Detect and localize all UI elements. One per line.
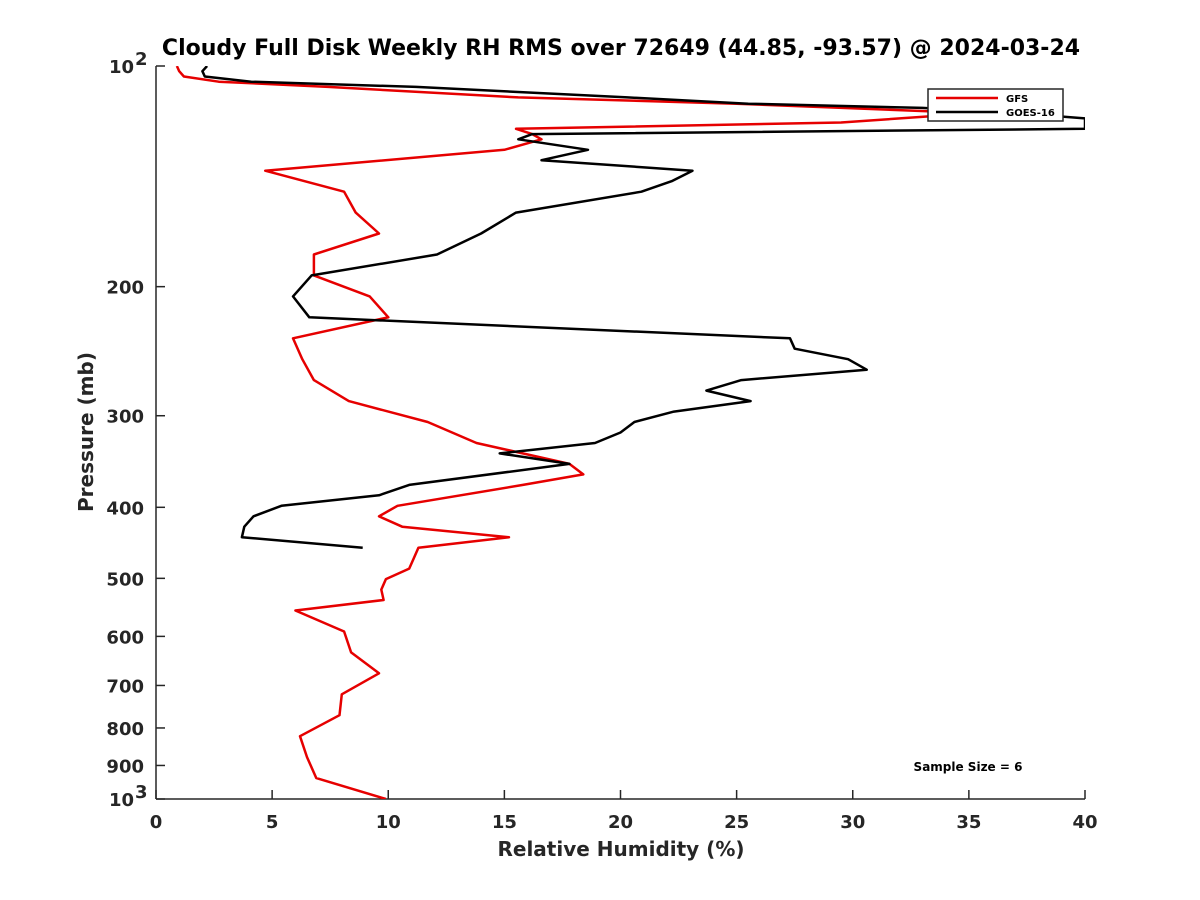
x-tick-label: 35 xyxy=(956,812,981,833)
y-tick-label-exponent: 3 xyxy=(135,782,148,803)
x-axis: 0 5 10 15 20 25 30 35 40 xyxy=(150,790,1098,833)
series-layer xyxy=(175,66,1085,799)
x-tick-label: 30 xyxy=(840,812,865,833)
x-tick-label: 40 xyxy=(1072,812,1097,833)
series-line-gfs xyxy=(175,66,978,799)
x-tick-label: 20 xyxy=(608,812,633,833)
x-axis-label: Relative Humidity (%) xyxy=(497,837,744,861)
series-line-goes-16 xyxy=(201,66,1085,549)
x-tick-label: 15 xyxy=(492,812,517,833)
legend-label-gfs: GFS xyxy=(1006,94,1028,105)
legend: GFS GOES-16 xyxy=(927,88,1064,122)
y-tick-label: 600 xyxy=(106,627,144,648)
y-tick-label: 400 xyxy=(106,498,144,519)
y-tick-label: 700 xyxy=(106,676,144,697)
y-tick-label: 10 xyxy=(109,790,134,811)
x-tick-label: 25 xyxy=(724,812,749,833)
x-tick-label: 10 xyxy=(376,812,401,833)
y-tick-label: 500 xyxy=(106,569,144,590)
y-tick-label: 10 xyxy=(109,57,134,78)
y-tick-label: 200 xyxy=(106,278,144,299)
x-tick-label: 0 xyxy=(150,812,163,833)
y-tick-label-exponent: 2 xyxy=(135,49,148,70)
y-tick-label: 300 xyxy=(106,407,144,428)
y-tick-label: 800 xyxy=(106,719,144,740)
legend-box xyxy=(927,88,1064,122)
sample-size-annotation: Sample Size = 6 xyxy=(914,760,1023,774)
y-axis-label: Pressure (mb) xyxy=(74,352,98,512)
x-tick-label: 5 xyxy=(266,812,279,833)
chart-title: Cloudy Full Disk Weekly RH RMS over 7264… xyxy=(162,36,1080,61)
legend-label-goes-16: GOES-16 xyxy=(1006,108,1055,119)
y-tick-label: 900 xyxy=(106,756,144,777)
